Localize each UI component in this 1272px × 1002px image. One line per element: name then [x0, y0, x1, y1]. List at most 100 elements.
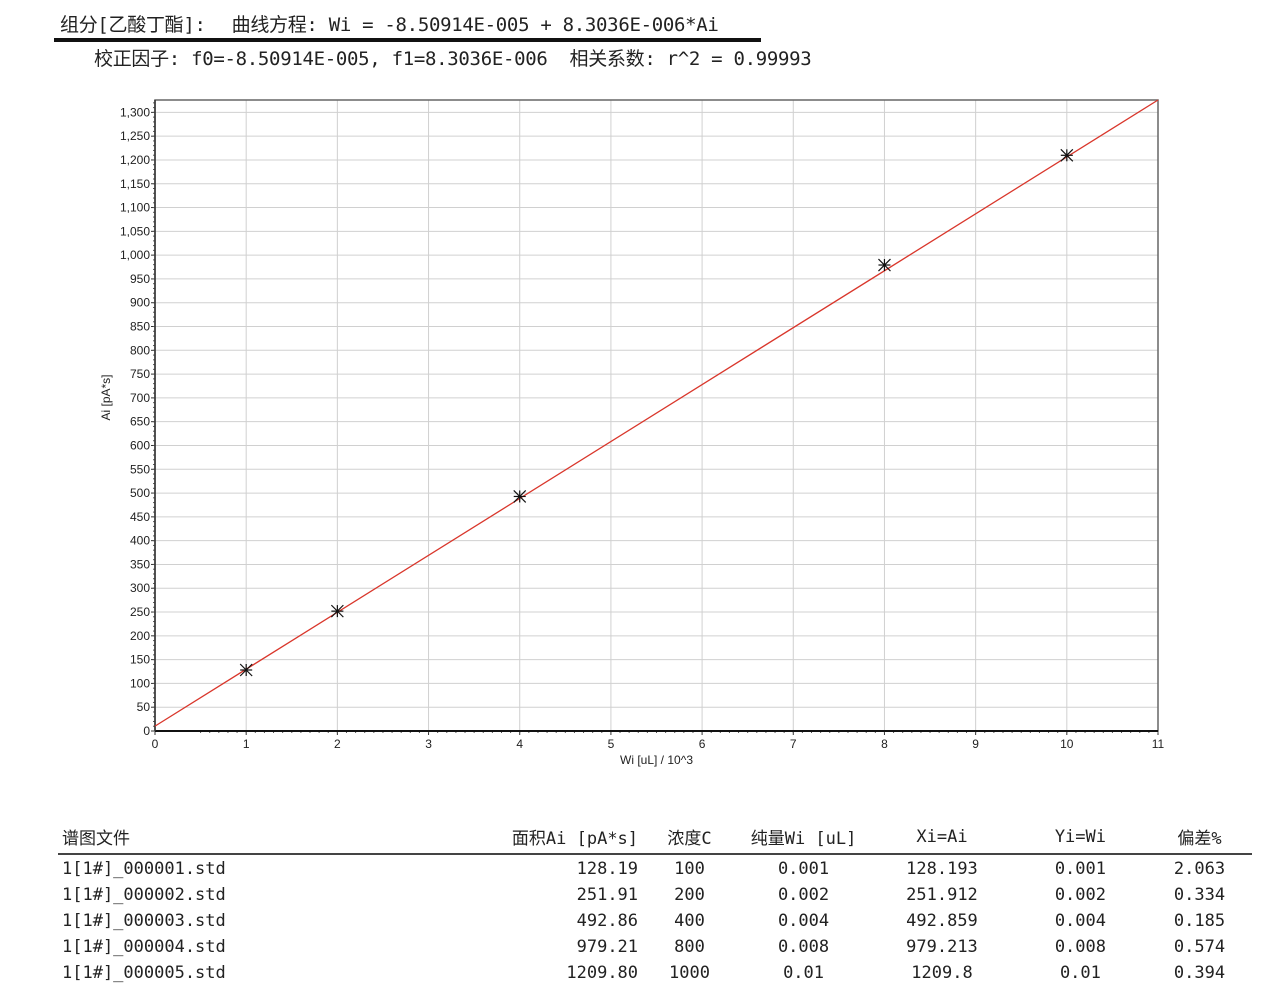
- y-tick-label: 600: [130, 438, 150, 452]
- table-cell: 0.002: [1054, 884, 1106, 905]
- x-tick-label: 7: [790, 737, 797, 751]
- y-tick-label: 450: [130, 510, 150, 524]
- y-tick-label: 150: [130, 653, 150, 667]
- equation-header: 组分[乙酸丁酯]: 曲线方程: Wi = -8.50914E-005 + 8.30…: [60, 10, 719, 37]
- data-point: [330, 604, 344, 618]
- factors-header: 校正因子: f0=-8.50914E-005, f1=8.3036E-006 相关…: [94, 44, 812, 71]
- x-tick-label: 5: [608, 737, 615, 751]
- column-header: 谱图文件: [58, 822, 489, 855]
- column-header: 浓度C: [642, 822, 737, 855]
- y-tick-label: 800: [130, 343, 150, 357]
- table-cell: 1[1#]_000001.std: [62, 858, 226, 879]
- table-cell: 1[1#]_000003.std: [62, 910, 226, 931]
- x-tick-label: 8: [881, 737, 888, 751]
- y-tick-label: 750: [130, 367, 150, 381]
- correlation-coefficient: 相关系数: r^2 = 0.99993: [569, 48, 812, 70]
- table-cell: 0.394: [1173, 962, 1226, 983]
- column-header: Yi=Wi: [1013, 822, 1147, 855]
- marker-stroke: [878, 258, 891, 272]
- column-header: Xi=Ai: [870, 822, 1014, 855]
- table-cell: 0.008: [777, 936, 830, 957]
- table-cell: 979.21: [576, 936, 639, 957]
- marker-stroke: [513, 490, 527, 503]
- x-tick-label: 9: [972, 737, 979, 751]
- curve-equation: 曲线方程: Wi = -8.50914E-005 + 8.3036E-006*A…: [231, 14, 719, 36]
- x-tick-label: 2: [334, 737, 341, 751]
- column-header: 面积Ai [pA*s]: [488, 822, 643, 855]
- table-cell: 128.19: [576, 858, 639, 879]
- table-cell: 0.008: [1054, 936, 1106, 957]
- y-tick-label: 250: [130, 605, 150, 619]
- y-tick-label: 950: [130, 272, 150, 286]
- table-cell: 100: [674, 858, 705, 879]
- y-tick-label: 900: [130, 296, 150, 310]
- fit-line: [154, 99, 1159, 727]
- table-cell: 492.859: [906, 910, 978, 931]
- x-tick-label: 6: [699, 737, 706, 751]
- table-cell: 1209.8: [911, 962, 973, 983]
- x-tick-label: 1: [243, 737, 250, 751]
- x-tick-label: 3: [425, 737, 432, 751]
- table-cell: 800: [674, 936, 705, 957]
- table-row: 1[1#]_000002.std 251.91 200 0.002 251.912 0.0…: [58, 881, 1252, 907]
- y-tick-label: 650: [130, 415, 150, 429]
- x-tick-label: 11: [1152, 737, 1165, 751]
- y-tick-label: 400: [130, 534, 150, 548]
- header-divider: [54, 38, 761, 42]
- calibration-chart: 0 1 2 3 4 5 6 7 8 9 10 11 0 50 100 150 200 250 300 350 400 45…: [99, 99, 1165, 767]
- y-axis-label: Ai [pA*s]: [99, 374, 113, 420]
- table-cell: 1[1#]_000002.std: [62, 884, 226, 905]
- marker-stroke: [330, 604, 344, 618]
- y-tick-label: 1,150: [120, 177, 150, 191]
- table-header-row: 谱图文件 面积Ai [pA*s] 浓度C 纯量Wi [uL] Xi=Ai Yi=Wi 偏差%: [58, 822, 1252, 855]
- table-cell: 0.002: [777, 884, 830, 905]
- column-header: 偏差%: [1146, 822, 1252, 855]
- table-cell: 400: [674, 910, 705, 931]
- table-cell: 0.185: [1173, 910, 1226, 931]
- table-cell: 2.063: [1173, 858, 1226, 879]
- table-cell: 0.01: [1059, 962, 1101, 983]
- table-cell: 1[1#]_000004.std: [62, 936, 226, 957]
- table-cell: 0.004: [1054, 910, 1106, 931]
- table-row: 1[1#]_000001.std 128.19 100 0.001 128.193 0.0…: [58, 854, 1252, 881]
- table-cell: 0.334: [1173, 884, 1226, 905]
- table-cell: 0.004: [777, 910, 830, 931]
- x-tick-label: 10: [1060, 737, 1074, 751]
- table-row: 1[1#]_000004.std 979.21 800 0.008 979.213 0.0…: [58, 933, 1252, 959]
- y-tick-label: 1,200: [120, 153, 150, 167]
- y-tick-label: 50: [137, 700, 151, 714]
- y-tick-label: 1,050: [120, 224, 150, 238]
- marker-stroke: [239, 663, 253, 677]
- table-cell: 251.91: [576, 884, 639, 905]
- table-cell: 200: [674, 884, 705, 905]
- data-point: [878, 258, 891, 272]
- y-tick-label: 850: [130, 320, 150, 334]
- y-tick-label: 700: [130, 391, 150, 405]
- table-body: 1[1#]_000001.std 128.19 100 0.001 128.193 0.0…: [58, 854, 1252, 985]
- table-cell: 492.86: [576, 910, 639, 931]
- table-cell: 1[1#]_000005.std: [62, 962, 226, 983]
- y-tick-label: 1,300: [120, 105, 150, 119]
- table-cell: 0.001: [1054, 858, 1106, 879]
- table-cell: 0.01: [783, 962, 825, 983]
- x-tick-label: 0: [152, 737, 159, 751]
- calibration-table: 谱图文件 面积Ai [pA*s] 浓度C 纯量Wi [uL] Xi=Ai Yi=Wi 偏差%…: [58, 822, 1252, 985]
- y-tick-label: 500: [130, 486, 150, 500]
- y-tick-label: 350: [130, 557, 150, 571]
- table-cell: 979.213: [906, 936, 978, 957]
- data-point: [1060, 148, 1074, 162]
- y-tick-label: 550: [130, 462, 150, 476]
- column-header: 纯量Wi [uL]: [736, 822, 871, 855]
- table-cell: 0.001: [777, 858, 830, 879]
- table-cell: 128.193: [906, 858, 978, 879]
- y-tick-label: 0: [143, 724, 150, 738]
- calibration-factors: 校正因子: f0=-8.50914E-005, f1=8.3036E-006: [94, 48, 548, 70]
- x-tick-label: 4: [516, 737, 523, 751]
- y-tick-label: 1,250: [120, 129, 150, 143]
- table-cell: 1000: [669, 962, 710, 983]
- table-cell: 0.574: [1173, 936, 1226, 957]
- component-name: 组分[乙酸丁酯]:: [60, 14, 206, 36]
- y-tick-label: 100: [130, 676, 150, 690]
- table-cell: 1209.80: [566, 962, 639, 983]
- y-tick-label: 1,000: [120, 248, 150, 262]
